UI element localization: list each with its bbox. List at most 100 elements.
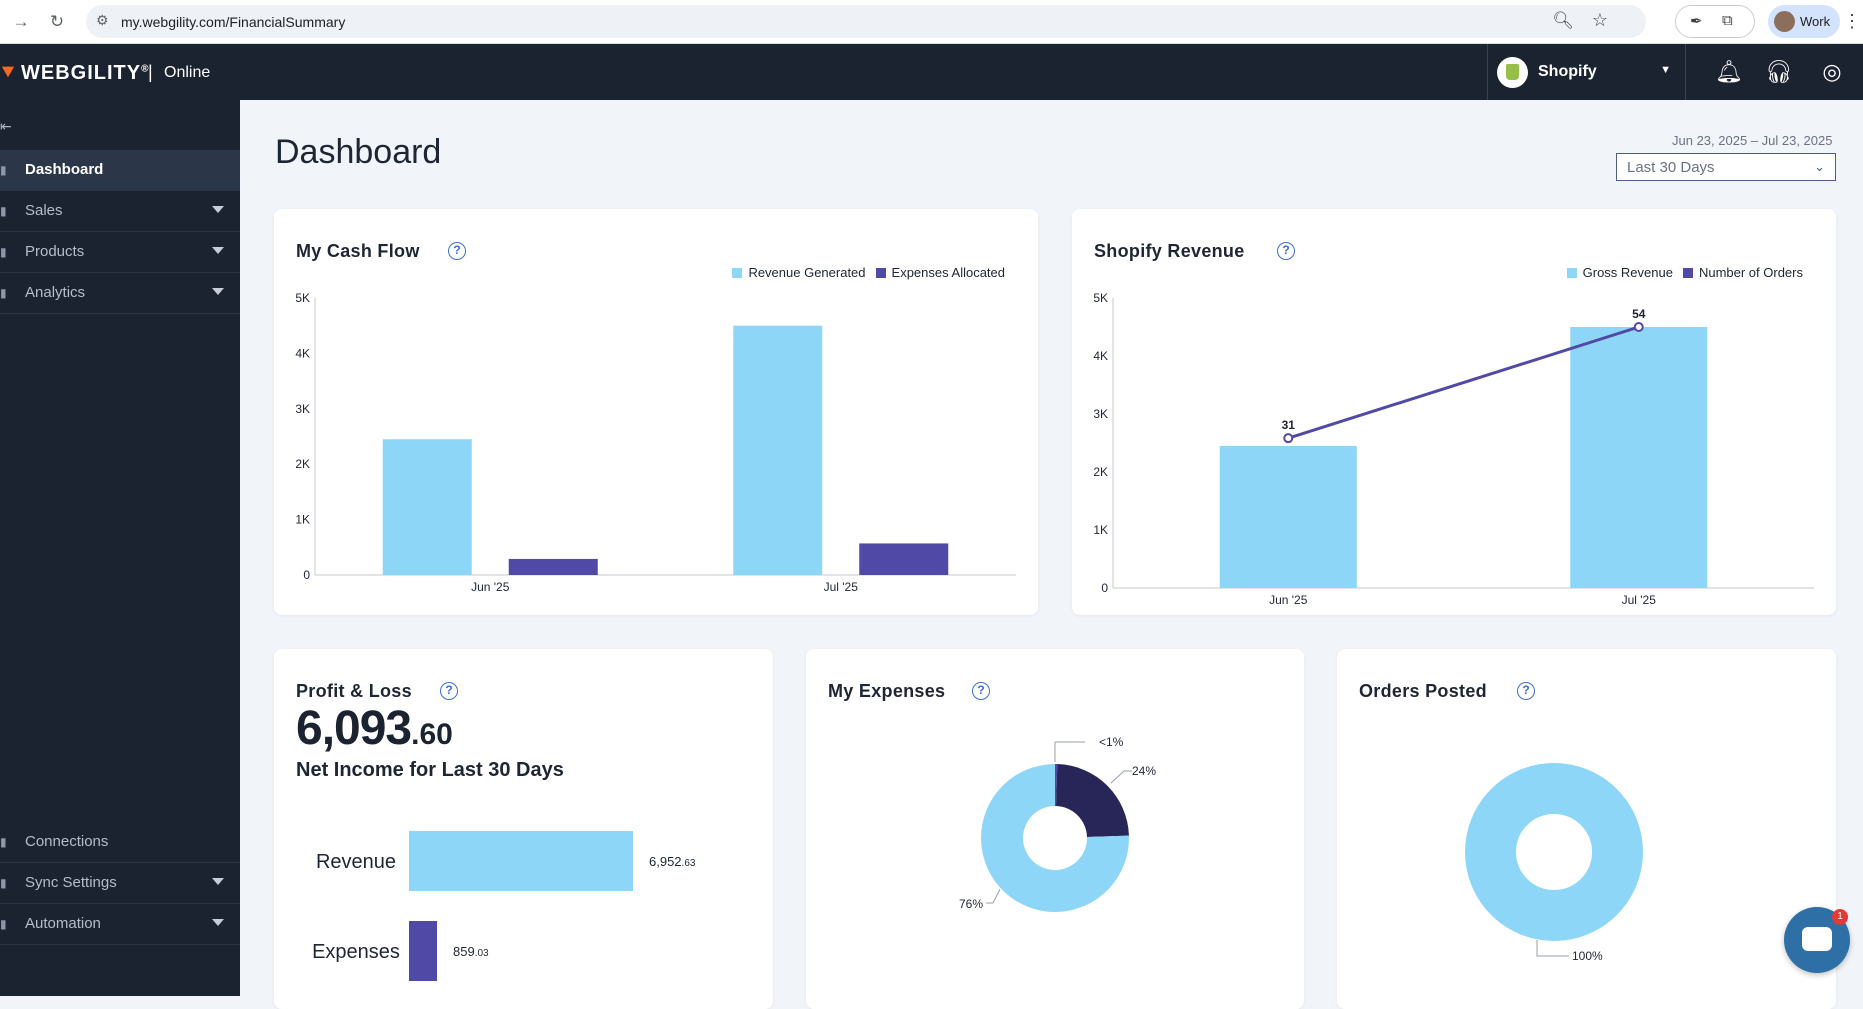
pl-category-label: Expenses xyxy=(312,941,400,963)
support-headset-icon[interactable]: 🎧︎ xyxy=(1765,59,1793,84)
sidebar-item-analytics[interactable]: ▮ Analytics xyxy=(0,273,240,314)
legend-item[interactable]: Number of Orders xyxy=(1682,265,1803,280)
y-tick-label: 3K xyxy=(1093,407,1108,421)
sidebar-item-icon: ▮ xyxy=(0,835,7,849)
brand-subtitle: Online xyxy=(164,64,211,81)
cash-flow-card: My Cash Flow ? Revenue Generated Expenses… xyxy=(274,209,1038,615)
net-income-whole: 6,093 xyxy=(296,702,412,755)
help-icon[interactable]: ? xyxy=(1277,242,1295,260)
y-tick-label: 1K xyxy=(1093,523,1108,537)
sidebar-item-automation[interactable]: ▮ Automation xyxy=(0,904,240,945)
sidebar-item-sales[interactable]: ▮ Sales xyxy=(0,191,240,232)
legend-label: Gross Revenue xyxy=(1582,265,1673,280)
sidebar-item-dashboard[interactable]: ▮ Dashboard xyxy=(0,150,240,191)
account-user-icon[interactable]: ◎ xyxy=(1822,59,1842,84)
chart-legend: Revenue Generated Expenses Allocated xyxy=(722,265,1005,280)
browser-toolbar: → ↻ ⚙ my.webgility.com/FinancialSummary … xyxy=(0,0,1863,44)
collapse-sidebar-icon[interactable]: ⇤ xyxy=(0,118,12,134)
orders-posted-card: Orders Posted ? 100% xyxy=(1337,649,1836,1009)
legend-item[interactable]: Gross Revenue xyxy=(1566,265,1673,280)
sidebar-item-label: Automation xyxy=(25,915,101,932)
legend-swatch xyxy=(1682,268,1693,278)
page-title: Dashboard xyxy=(275,133,442,171)
donut-slice-label: <1% xyxy=(1099,735,1124,749)
forward-icon[interactable]: → xyxy=(12,12,30,31)
donut-leader-line xyxy=(986,888,1001,904)
net-income-amount: 6,093.60 xyxy=(296,701,453,756)
app-header: ⯆ WEBGILITY® | Online Shopify ▼ 🔔︎ 🎧︎ ◎ xyxy=(0,44,1863,100)
date-range-text: Jun 23, 2025 – Jul 23, 2025 xyxy=(1672,133,1833,148)
y-tick-label: 5K xyxy=(1093,291,1108,305)
bookmark-star-icon[interactable]: ☆ xyxy=(1591,10,1608,30)
sidebar-item-sync-settings[interactable]: ▮ Sync Settings xyxy=(0,863,240,904)
pl-value-cents: .03 xyxy=(475,948,489,959)
store-selector[interactable]: Shopify ▼ xyxy=(1487,44,1686,100)
y-tick-label: 4K xyxy=(1093,349,1108,363)
y-tick-label: 5K xyxy=(295,291,310,305)
x-tick-label: Jul '25 xyxy=(824,580,859,594)
site-settings-icon[interactable]: ⚙ xyxy=(96,12,109,28)
extensions-puzzle-icon[interactable]: ⧉ xyxy=(1722,12,1733,29)
donut-slice xyxy=(981,764,1129,912)
webgility-logo[interactable]: ⯆ WEBGILITY® xyxy=(0,62,149,85)
orders-data-label: 31 xyxy=(1282,418,1296,432)
legend-label: Number of Orders xyxy=(1698,265,1803,280)
bar xyxy=(382,439,472,575)
help-icon[interactable]: ? xyxy=(440,682,458,700)
logo-mark-icon: ⯆ xyxy=(0,62,17,84)
legend-item[interactable]: Revenue Generated xyxy=(732,265,866,280)
card-title: Orders Posted xyxy=(1359,681,1487,701)
expenses-card: My Expenses ? <1% 24% 76% xyxy=(806,649,1304,1009)
pl-bar xyxy=(409,831,633,891)
bar xyxy=(1219,445,1357,588)
x-tick-label: Jun '25 xyxy=(1269,593,1308,607)
address-bar[interactable]: ⚙ my.webgility.com/FinancialSummary 🔍︎ ☆ xyxy=(86,5,1646,38)
card-title: Shopify Revenue xyxy=(1094,241,1245,261)
legend-label: Revenue Generated xyxy=(748,265,866,280)
pl-category-label: Revenue xyxy=(316,851,396,873)
donut-leader-line xyxy=(1110,770,1132,784)
browser-menu-icon[interactable]: ⋮ xyxy=(1843,11,1861,31)
pl-value-label: 6,952.63 xyxy=(649,854,696,869)
orders-point xyxy=(1633,322,1644,332)
profit-loss-card: Profit & Loss ? 6,093.60 Net Income for … xyxy=(274,649,773,1009)
sidebar-item-icon: ▮ xyxy=(0,163,7,177)
store-name: Shopify xyxy=(1538,63,1597,80)
profile-button[interactable]: Work xyxy=(1768,5,1840,38)
legend-label: Expenses Allocated xyxy=(891,265,1005,280)
sidebar-item-label: Sync Settings xyxy=(25,874,117,891)
donut-slice xyxy=(1465,763,1643,941)
sidebar-item-label: Connections xyxy=(25,833,109,850)
profit-loss-chart: Revenue 6,952.63 Expenses 859.03 xyxy=(312,831,696,981)
sidebar-item-icon: ▮ xyxy=(0,876,7,890)
sidebar-item-products[interactable]: ▮ Products xyxy=(0,232,240,273)
help-icon[interactable]: ? xyxy=(448,242,466,260)
extension-feather-icon[interactable]: ✒ xyxy=(1690,13,1703,30)
reload-icon[interactable]: ↻ xyxy=(49,12,65,31)
card-title: My Expenses xyxy=(828,681,946,701)
donut-leader-line xyxy=(1054,741,1085,762)
sidebar-item-connections[interactable]: ▮ Connections xyxy=(0,822,240,863)
brand-separator: | xyxy=(148,62,153,82)
x-tick-label: Jun '25 xyxy=(471,580,510,594)
sidebar-item-label: Dashboard xyxy=(25,161,104,178)
url-text[interactable]: my.webgility.com/FinancialSummary xyxy=(121,14,346,30)
shopify-revenue-chart: 0 1K 2K 3K 4K 5K Jun '25 Jul '25 31 54 xyxy=(1093,291,1814,607)
date-range-select-value: Last 30 Days xyxy=(1627,159,1715,176)
help-icon[interactable]: ? xyxy=(1517,682,1535,700)
legend-item[interactable]: Expenses Allocated xyxy=(875,265,1005,280)
notifications-bell-icon[interactable]: 🔔︎ xyxy=(1715,59,1743,84)
donut-slice xyxy=(1056,764,1129,837)
y-tick-label: 1K xyxy=(295,513,310,527)
bar xyxy=(859,543,949,575)
donut-slice xyxy=(1055,764,1058,807)
help-icon[interactable]: ? xyxy=(972,682,990,700)
sidebar-item-icon: ▮ xyxy=(0,286,7,300)
sidebar-item-icon: ▮ xyxy=(0,204,7,218)
orders-line xyxy=(1287,325,1640,440)
legend-swatch xyxy=(875,268,886,278)
net-income-caption: Net Income for Last 30 Days xyxy=(296,759,564,781)
pl-value-label: 859.03 xyxy=(453,944,489,959)
zoom-icon[interactable]: 🔍︎ xyxy=(1552,11,1574,30)
date-range-select[interactable]: Last 30 Days ⌄ xyxy=(1616,153,1836,181)
